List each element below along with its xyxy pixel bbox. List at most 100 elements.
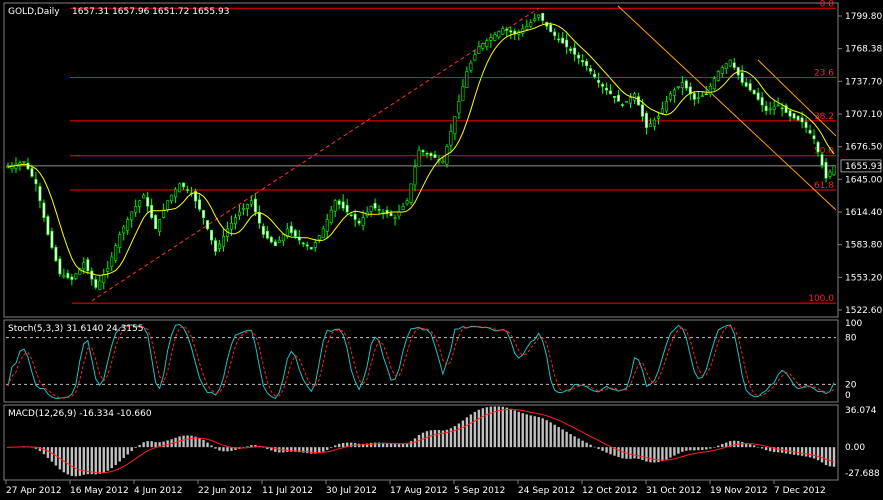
candle-body — [465, 71, 469, 88]
candle-body — [50, 230, 54, 248]
macd-bar — [501, 406, 504, 448]
candle-body — [233, 217, 237, 225]
candle-body — [98, 280, 102, 290]
macd-tick-label: 36.074 — [845, 406, 877, 416]
macd-bar — [521, 413, 524, 448]
x-tick-label: 24 Sep 2012 — [518, 486, 575, 496]
macd-bar — [345, 442, 349, 448]
macd-bar — [820, 447, 824, 463]
macd-bar — [194, 436, 197, 448]
macd-bar — [198, 438, 201, 448]
macd-bar — [218, 447, 221, 451]
candle-body — [162, 209, 166, 218]
macd-bar — [326, 447, 329, 450]
candle-body — [353, 213, 357, 220]
candle-body — [401, 206, 405, 210]
candle-body — [138, 200, 142, 207]
macd-bar — [222, 447, 225, 452]
candle-body — [497, 31, 501, 38]
x-tick-label: 19 Nov 2012 — [710, 486, 768, 496]
macd-bar — [230, 447, 233, 451]
candle-body — [74, 273, 78, 279]
candle-body — [668, 93, 672, 100]
macd-bar — [38, 447, 42, 452]
candle-body — [684, 80, 688, 89]
macd-tick-label: -27.688 — [845, 469, 880, 479]
x-tick-label: 31 Oct 2012 — [646, 486, 702, 496]
macd-bar — [154, 442, 157, 448]
candle-body — [253, 198, 257, 213]
ma-line — [7, 23, 835, 276]
macd-bar — [98, 447, 101, 474]
macd-bar — [349, 442, 353, 448]
candle-body — [529, 22, 533, 27]
macd-bar — [429, 430, 433, 448]
macd-bar — [768, 447, 772, 452]
candle-body — [22, 161, 26, 163]
candle-body — [142, 194, 146, 199]
macd-bar — [513, 410, 516, 448]
candle-body — [26, 162, 30, 170]
macd-bar — [381, 442, 385, 448]
candle-body — [537, 14, 541, 18]
candle-body — [154, 215, 158, 230]
macd-bar — [577, 438, 580, 448]
y-axis: 1799.80 1768.38 1737.70 1707.10 1676.50 1645.… — [838, 12, 882, 479]
macd-bar — [286, 447, 289, 452]
macd-bar — [533, 416, 536, 448]
candle-body — [341, 201, 345, 209]
trend-line-channel-inner — [757, 59, 837, 137]
macd-bar — [832, 447, 836, 467]
candle-body — [772, 106, 776, 110]
macd-bar — [525, 414, 528, 448]
macd-bar — [481, 408, 485, 448]
macd-bar — [601, 447, 604, 451]
macd-bar — [649, 447, 652, 463]
x-tick-label: 16 May 2012 — [70, 486, 129, 496]
candles — [6, 12, 836, 291]
macd-bar — [681, 447, 684, 452]
candle-body — [605, 87, 609, 91]
candle-body — [549, 24, 553, 33]
candle-body — [469, 62, 473, 71]
candle-body — [453, 116, 457, 134]
macd-bar — [106, 447, 109, 471]
trend-line-channel-upper — [617, 5, 837, 211]
candle-body — [609, 90, 613, 95]
macd-bar — [824, 447, 828, 466]
macd-bar — [549, 422, 552, 448]
candle-body — [589, 68, 593, 72]
macd-bar — [294, 447, 297, 452]
candle-body — [405, 200, 409, 205]
macd-bar — [449, 428, 453, 448]
macd-bar — [721, 444, 724, 448]
candle-body — [716, 71, 720, 81]
candle-body — [553, 31, 557, 36]
candle-body — [361, 217, 365, 226]
macd-bar — [365, 443, 369, 448]
candle-body — [273, 241, 277, 247]
macd-bar — [118, 447, 121, 462]
macd-bar — [800, 447, 804, 456]
macd-bar — [461, 420, 465, 448]
candle-body — [221, 236, 225, 247]
macd-bar — [274, 447, 277, 452]
candle-body — [780, 107, 784, 110]
candle-body — [369, 206, 373, 212]
x-tick-label: 27 Apr 2012 — [6, 486, 62, 496]
macd-bar — [760, 447, 764, 449]
y-tick-label: 1645.00 — [845, 175, 882, 185]
macd-bar — [453, 426, 457, 448]
macd-bar — [377, 442, 381, 448]
macd-bar — [178, 436, 181, 448]
candle-body — [812, 135, 816, 140]
candle-body — [832, 165, 836, 175]
macd-bar — [729, 441, 732, 448]
macd-bar — [102, 447, 105, 473]
macd-bar — [745, 443, 748, 448]
candle-body — [202, 210, 206, 218]
candle-body — [30, 168, 34, 177]
macd-bar — [334, 445, 337, 448]
stoch-tick-label: 80 — [845, 334, 857, 344]
candle-body — [301, 242, 305, 245]
